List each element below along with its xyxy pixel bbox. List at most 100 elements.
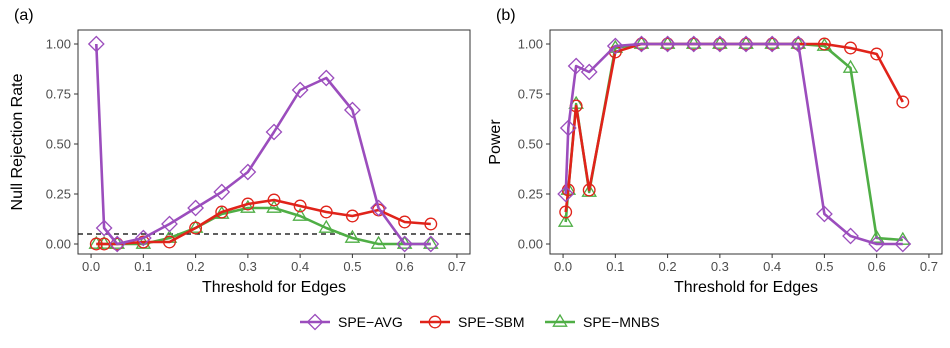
x-tick-label: 0.2: [187, 259, 205, 274]
data-point: [870, 47, 884, 61]
legend-item: SPE−SBM: [420, 314, 525, 330]
panel-label: (a): [14, 7, 34, 24]
data-point: [868, 235, 886, 253]
panel-label: (b): [496, 7, 516, 24]
data-point: [343, 101, 361, 119]
data-point: [606, 37, 624, 55]
legend: SPE−AVG SPE−SBM SPE−MNBS: [300, 313, 660, 331]
data-point: [213, 183, 231, 201]
data-point: [266, 199, 282, 213]
data-point: [895, 231, 911, 245]
data-point: [582, 183, 596, 197]
legend-item: SPE−AVG: [300, 313, 403, 331]
x-tick-label: 0.3: [711, 259, 729, 274]
x-tick-label: 0.0: [554, 259, 572, 274]
x-tick-label: 0.0: [82, 259, 100, 274]
y-tick-label: 0.50: [46, 137, 71, 152]
data-point: [87, 35, 105, 53]
data-point: [423, 235, 439, 249]
data-point: [844, 41, 857, 55]
data-point: [134, 229, 152, 247]
data-point: [240, 199, 256, 213]
data-point: [685, 35, 703, 53]
series-circle: [89, 193, 438, 251]
data-point: [557, 213, 574, 227]
data-point: [161, 215, 178, 233]
data-point: [580, 63, 598, 81]
x-tick-label: 0.5: [343, 259, 361, 274]
y-tick-label: 0.75: [518, 87, 543, 102]
data-point: [189, 221, 203, 235]
x-tick-label: 0.7: [448, 259, 466, 274]
y-axis-title: Null Rejection Rate: [9, 73, 26, 210]
x-tick-label: 0.5: [815, 259, 833, 274]
data-point: [764, 35, 780, 49]
data-point: [763, 35, 781, 53]
data-point: [88, 235, 105, 249]
data-point: [293, 199, 307, 213]
x-tick-label: 0.7: [920, 259, 938, 274]
series-line: [564, 42, 903, 242]
panel-b: (b) 0.0 0.1 0.2 0.3 0.4 0.5 0.6 0.7 0.00 0.25 0.50 0…: [487, 7, 943, 296]
data-point: [659, 35, 676, 49]
data-point: [163, 235, 176, 249]
data-point: [815, 205, 833, 223]
x-tick-label: 0.1: [606, 259, 624, 274]
data-point: [712, 35, 728, 49]
data-point: [559, 119, 577, 137]
data-point: [633, 35, 650, 49]
series-line: [564, 42, 904, 213]
plot-frame: [549, 29, 943, 255]
series-circle: [559, 37, 910, 219]
data-point: [685, 35, 702, 49]
x-tick-label: 0.4: [763, 259, 781, 274]
plot-frame: [77, 29, 471, 255]
panel-a: (a) 0.0 0.1 0.2 0.3 0.4 0.5 0.6 0.7 0.00 0.25 0.50 0…: [9, 7, 471, 296]
data-point: [842, 59, 859, 73]
data-point: [842, 227, 859, 245]
data-point: [567, 57, 585, 75]
y-tick-label: 1.00: [46, 37, 71, 52]
data-point: [265, 123, 283, 141]
legend-label: SPE−SBM: [458, 314, 525, 330]
legend-swatch-marker: [306, 313, 324, 331]
data-point: [370, 235, 387, 249]
data-point: [317, 69, 335, 87]
data-point: [344, 229, 361, 243]
data-point: [291, 81, 309, 99]
x-tick-label: 0.3: [239, 259, 257, 274]
y-tick-label: 0.25: [46, 187, 71, 202]
data-point: [239, 163, 257, 181]
y-tick-label: 0.00: [518, 237, 543, 252]
data-point: [187, 199, 205, 217]
data-point: [711, 35, 729, 53]
data-point: [95, 219, 113, 237]
legend-swatch-marker: [552, 313, 568, 327]
data-point: [868, 229, 885, 243]
x-axis-title: Threshold for Edges: [674, 279, 818, 296]
data-point: [559, 205, 573, 219]
plot-area: [557, 35, 912, 253]
data-point: [424, 217, 438, 231]
data-point: [738, 35, 754, 49]
x-tick-label: 0.1: [134, 259, 152, 274]
data-point: [422, 235, 440, 253]
data-point: [136, 235, 150, 249]
y-tick-label: 1.00: [518, 37, 543, 52]
data-point: [633, 35, 650, 53]
legend-item: SPE−MNBS: [545, 313, 660, 330]
data-point: [557, 185, 575, 203]
x-tick-label: 0.4: [291, 259, 309, 274]
data-point: [370, 199, 387, 217]
x-tick-label: 0.2: [659, 259, 677, 274]
data-point: [267, 193, 281, 207]
legend-label: SPE−MNBS: [583, 314, 660, 330]
series-line: [564, 42, 903, 246]
data-point: [659, 35, 677, 53]
y-tick-label: 0.00: [46, 237, 71, 252]
data-point: [292, 207, 308, 221]
x-tick-label: 0.6: [868, 259, 886, 274]
series-diamond: [557, 35, 912, 253]
legend-label: SPE−AVG: [338, 314, 403, 330]
y-axis-title: Power: [487, 119, 504, 165]
